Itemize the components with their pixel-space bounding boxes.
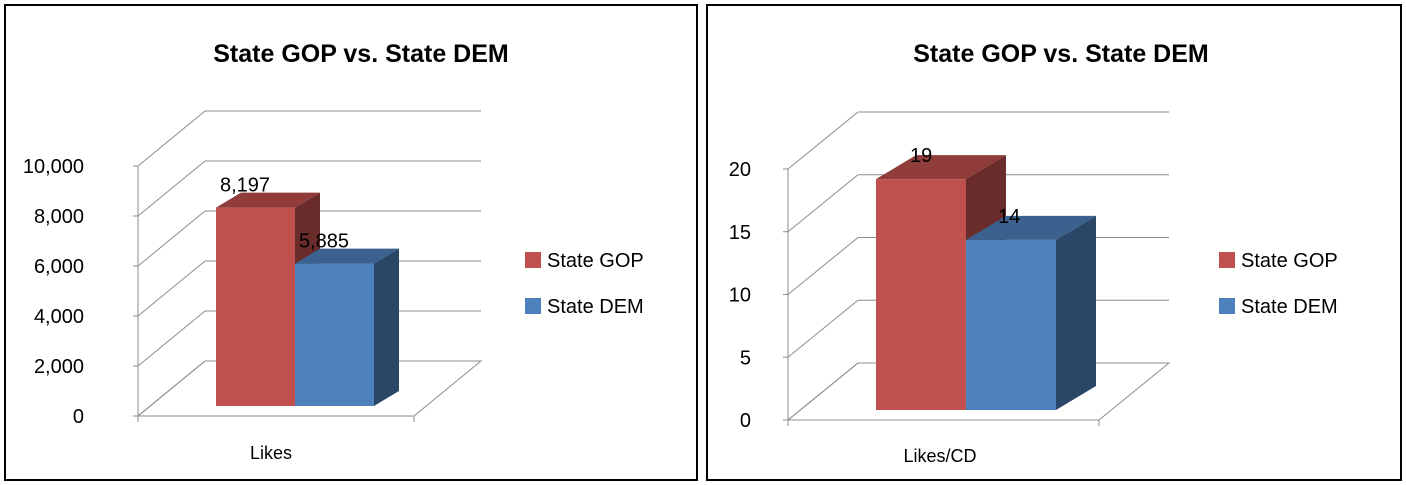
- wall-gridline: [137, 310, 206, 367]
- y-tick-label: 5: [740, 347, 751, 369]
- x-category-label: Likes/CD: [903, 446, 976, 466]
- likes-per-cd-chart: State GOP vs. State DEM 0 5 10 15 20 19 14 Likes…: [729, 40, 1338, 466]
- y-tick-label: 10,000: [23, 156, 84, 178]
- legend-swatch: [525, 298, 541, 314]
- bar-state-dem-front: [295, 263, 374, 406]
- wall-gridline: [137, 160, 206, 217]
- wall-gridline: [787, 237, 859, 295]
- data-label: 19: [910, 145, 932, 167]
- wall-gridline: [787, 111, 859, 170]
- legend-swatch: [525, 252, 541, 268]
- chart-panel-likes-per-cd: State GOP vs. State DEM 0 5 10 15 20 19 14 Likes…: [706, 4, 1402, 481]
- bar-state-gop-top: [216, 192, 320, 208]
- bar-state-gop-front: [876, 179, 966, 410]
- floor: [787, 362, 1171, 421]
- data-label: 14: [998, 206, 1020, 228]
- wall-gridline: [137, 210, 206, 267]
- y-tick-label: 4,000: [34, 306, 84, 328]
- bar-state-gop-front: [216, 207, 295, 406]
- legend-label: State DEM: [1241, 296, 1338, 318]
- y-tick-label: 10: [729, 285, 751, 307]
- bar-state-dem-side: [1056, 215, 1096, 410]
- data-label: 5,885: [299, 231, 349, 253]
- wall-gridline: [787, 299, 859, 358]
- bar-state-dem-top: [966, 215, 1096, 240]
- chart-panel-likes: State GOP vs. State DEM 0 2,000 4,000 6,000 8…: [4, 4, 698, 481]
- wall-gridline: [137, 260, 206, 317]
- y-tick-label: 15: [729, 222, 751, 244]
- chart-title: State GOP vs. State DEM: [213, 40, 508, 68]
- legend-label: State GOP: [547, 250, 644, 272]
- y-tick-label: 0: [73, 406, 84, 428]
- wall-gridline: [137, 110, 206, 167]
- legend-swatch: [1219, 252, 1235, 268]
- x-category-label: Likes: [250, 443, 292, 463]
- bar-state-dem-front: [966, 239, 1056, 410]
- bar-state-dem-top: [295, 248, 399, 264]
- legend-label: State GOP: [1241, 250, 1338, 272]
- y-tick-label: 6,000: [34, 256, 84, 278]
- floor: [137, 360, 483, 417]
- y-tick-label: 8,000: [34, 206, 84, 228]
- bar-state-gop-top: [876, 155, 1006, 180]
- likes-chart: State GOP vs. State DEM 0 2,000 4,000 6,000 8…: [23, 40, 644, 463]
- y-tick-label: 0: [740, 410, 751, 432]
- legend-swatch: [1219, 298, 1235, 314]
- wall-gridline: [787, 174, 859, 233]
- y-tick-label: 20: [729, 159, 751, 181]
- chart-title: State GOP vs. State DEM: [913, 40, 1208, 68]
- bar-state-dem-side: [374, 248, 399, 406]
- y-tick-label: 2,000: [34, 356, 84, 378]
- legend-label: State DEM: [547, 296, 644, 318]
- data-label: 8,197: [220, 175, 270, 197]
